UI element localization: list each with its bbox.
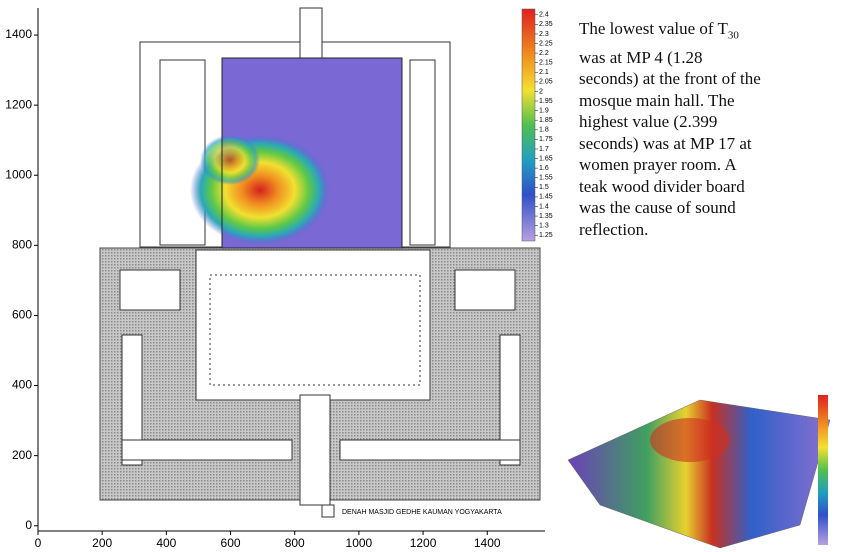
colorbar-tick-label: 2.15 bbox=[539, 60, 553, 67]
caption-text: The lowest value of T bbox=[579, 19, 728, 38]
x-tick-label: 1000 bbox=[346, 536, 373, 550]
subscript: 30 bbox=[728, 29, 739, 41]
caption-line: The lowest value of T30 bbox=[579, 18, 844, 47]
colorbar-tick-label: 1.65 bbox=[539, 155, 553, 162]
y-tick-label: 0 bbox=[25, 518, 32, 532]
colorbar-tick-label: 1.85 bbox=[539, 117, 553, 124]
colorbar-tick-label: 2.35 bbox=[539, 21, 553, 28]
y-tick-label: 200 bbox=[12, 448, 32, 462]
contour-map bbox=[190, 58, 402, 248]
x-tick-label: 600 bbox=[221, 536, 241, 550]
colorbar-tick-label: 1.8 bbox=[539, 127, 549, 134]
y-tick-label: 600 bbox=[12, 308, 32, 322]
colorbar-tick-label: 1.5 bbox=[539, 184, 549, 191]
caption-line: mosque main hall. The bbox=[579, 90, 844, 112]
colorbar-tick-label: 2.05 bbox=[539, 79, 553, 86]
caption-line: reflection. bbox=[579, 219, 844, 241]
caption-line: highest value (2.399 bbox=[579, 111, 844, 133]
y-tick-label: 1200 bbox=[5, 97, 32, 111]
colorbar-tick-label: 1.95 bbox=[539, 98, 553, 105]
caption-line: teak wood divider board bbox=[579, 176, 844, 198]
y-tick-label: 1000 bbox=[5, 167, 32, 181]
caption-line: seconds) was at MP 17 at bbox=[579, 133, 844, 155]
colorbar-tick-label: 2.4 bbox=[539, 12, 549, 19]
colorbar-tick-label: 1.55 bbox=[539, 175, 553, 182]
x-tick-label: 800 bbox=[285, 536, 305, 550]
colorbar-tick-label: 1.45 bbox=[539, 194, 553, 201]
colorbar-tick-label: 2 bbox=[539, 88, 543, 95]
colorbar-tick-label: 1.25 bbox=[539, 232, 553, 239]
colorbar-tick-label: 1.75 bbox=[539, 136, 553, 143]
caption: The lowest value of T30 was at MP 4 (1.2… bbox=[579, 18, 844, 240]
x-tick-label: 200 bbox=[92, 536, 112, 550]
page: 0 200 400 600 800 1000 1200 1400 0 200 400 600 800 10… bbox=[0, 0, 852, 552]
x-tick-label: 0 bbox=[35, 536, 42, 550]
colorbar-tick-label: 2.25 bbox=[539, 40, 553, 47]
caption-line: seconds) at the front of the bbox=[579, 68, 844, 90]
colorbar-tick-label: 1.3 bbox=[539, 223, 549, 230]
y-tick-label: 400 bbox=[12, 378, 32, 392]
colorbar-tick-label: 2.1 bbox=[539, 69, 549, 76]
colorbar-tick-label: 1.9 bbox=[539, 107, 549, 114]
y-tick-label: 1400 bbox=[5, 27, 32, 41]
caption-line: was at MP 4 (1.28 bbox=[579, 47, 844, 69]
x-tick-label: 1400 bbox=[474, 536, 501, 550]
colorbar-tick-label: 1.35 bbox=[539, 213, 553, 220]
colorbar-tick-label: 1.7 bbox=[539, 146, 549, 153]
surface-3d bbox=[568, 395, 830, 548]
colorbar-tick-label: 1.4 bbox=[539, 203, 549, 210]
caption-line: was the cause of sound bbox=[579, 197, 844, 219]
colorbar-tick-label: 1.6 bbox=[539, 165, 549, 172]
y-tick-label: 800 bbox=[12, 238, 32, 252]
colorbar bbox=[522, 9, 535, 241]
plan-label: DENAH MASJID GEDHE KAUMAN YOGYAKARTA bbox=[342, 509, 502, 516]
colorbar-tick-label: 2.3 bbox=[539, 31, 549, 38]
x-tick-label: 400 bbox=[156, 536, 176, 550]
colorbar-tick-label: 2.2 bbox=[539, 50, 549, 57]
x-tick-label: 1200 bbox=[410, 536, 437, 550]
caption-line: women prayer room. A bbox=[579, 154, 844, 176]
